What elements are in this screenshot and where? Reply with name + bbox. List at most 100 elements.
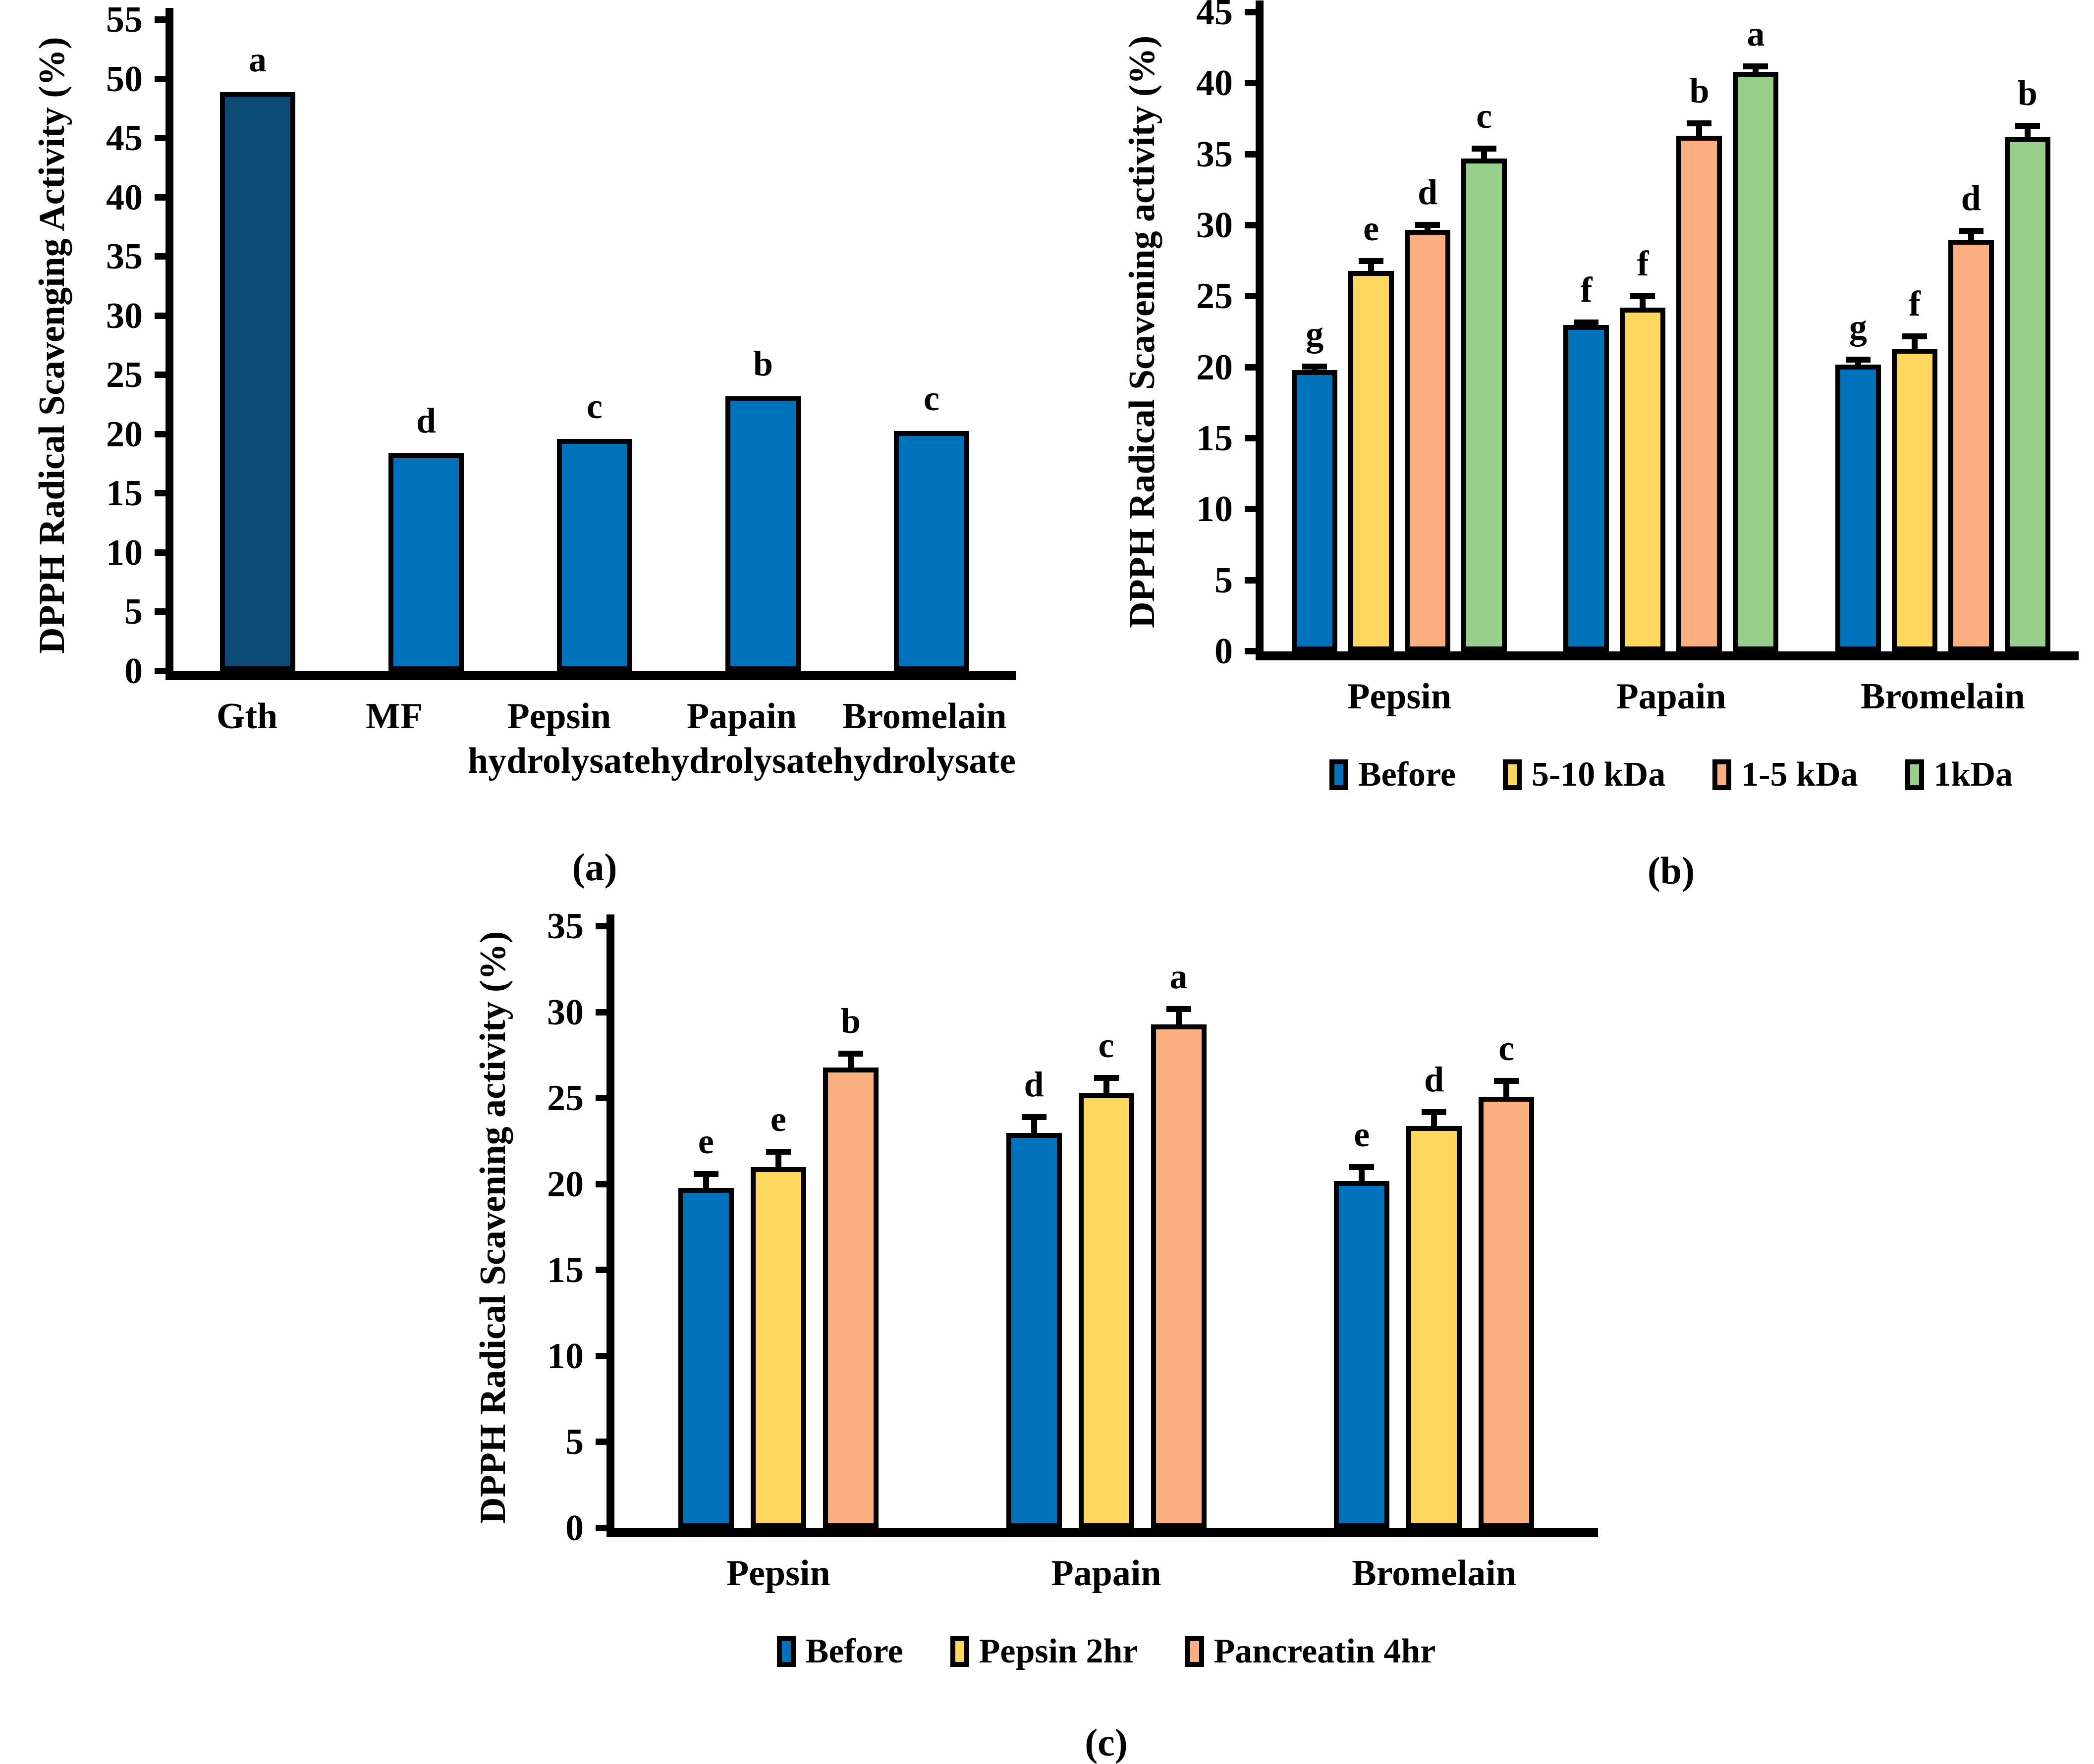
bar — [1292, 370, 1338, 651]
bar-wrap: f — [1620, 12, 1666, 651]
plot-row: DPPH Radical Scavening activity (%) 0 5 10… — [1110, 0, 2079, 670]
legend-swatch — [1329, 759, 1348, 791]
significance-letter: b — [840, 1001, 861, 1041]
y-tick-label: 25 — [106, 355, 143, 396]
legend-label: Pancreatin 4hr — [1213, 1632, 1436, 1671]
category-label: Bromelain hydrolysate — [833, 696, 1016, 782]
error-bar — [1175, 1009, 1182, 1024]
category-label: Gth — [216, 696, 278, 737]
legend-swatch — [1502, 759, 1522, 791]
legend-item: 1kDa — [1905, 757, 2013, 792]
error-bar — [1431, 1112, 1437, 1126]
bar — [1676, 136, 1722, 651]
bar — [1891, 349, 1937, 651]
y-tick-label: 45 — [1196, 0, 1233, 33]
legend-label: 1-5 kDa — [1741, 755, 1858, 794]
plot-row: DPPH Radical Scavenging Activity (%) 0 5 1… — [20, 1, 1016, 690]
y-tick-label: 10 — [1196, 489, 1233, 530]
bar-wrap: e — [1348, 12, 1394, 651]
error-bar-cap — [1094, 1074, 1119, 1081]
panel-caption: (a) — [173, 848, 1016, 887]
y-axis-title: DPPH Radical Scavening activity (%) — [473, 931, 513, 1524]
y-tick-label: 15 — [547, 1250, 584, 1291]
chart-panel-c: DPPH Radical Scavening activity (%) 0 5 10… — [461, 908, 1598, 1762]
bar-wrap: e — [678, 926, 734, 1528]
y-tick-label: 25 — [1196, 276, 1233, 317]
significance-letter: b — [1689, 70, 1709, 110]
significance-letter: a — [1169, 956, 1188, 996]
error-bar-cap — [1349, 1164, 1375, 1170]
y-tick-label: 20 — [1196, 347, 1233, 388]
bar-wrap: e — [1334, 926, 1390, 1528]
panel-caption: (c) — [614, 1723, 1598, 1762]
y-tick-label: 40 — [106, 177, 143, 218]
significance-letter: d — [1424, 1059, 1444, 1099]
bar-wrap: g — [1292, 12, 1338, 651]
y-tick-label: 55 — [106, 0, 143, 40]
legend-label: Before — [805, 1632, 903, 1671]
category-slot: g f d b — [1807, 12, 2079, 651]
y-axis: 0 5 10 15 20 25 30 35 40 45 — [1174, 0, 1264, 670]
y-tick-label: 10 — [547, 1336, 584, 1377]
bar — [725, 396, 801, 671]
error-bar-cap — [1687, 120, 1712, 126]
bar — [1563, 324, 1609, 651]
legend-swatch — [776, 1636, 796, 1667]
x-category-labels: Pepsin Papain Bromelain — [614, 1551, 1598, 1596]
y-axis-line — [165, 8, 173, 680]
bar — [678, 1187, 734, 1528]
legend: Before Pepsin 2hr Pancreatin 4hr — [614, 1634, 1598, 1669]
error-bar-cap — [1743, 63, 1768, 69]
bar-wrap: d — [1006, 926, 1062, 1528]
bar — [894, 430, 969, 671]
x-axis-line — [165, 671, 1016, 680]
panel-caption-text: (b) — [1647, 849, 1695, 893]
error-bar — [1696, 123, 1703, 136]
bar — [1405, 229, 1451, 651]
y-tick-label: 0 — [565, 1508, 584, 1549]
y-tick-label: 20 — [106, 414, 143, 455]
bar-wrap: a — [220, 20, 295, 671]
significance-letter: a — [249, 39, 267, 79]
y-axis: 0 5 10 15 20 25 30 35 — [525, 908, 614, 1547]
error-bar-cap — [1845, 356, 1871, 363]
bar-wrap: d — [388, 20, 464, 671]
significance-letter: g — [1306, 314, 1324, 354]
significance-letter: d — [1961, 178, 1981, 218]
legend-label: Pepsin 2hr — [979, 1632, 1138, 1671]
error-bar-cap — [1958, 228, 1984, 234]
bar — [388, 453, 464, 671]
bar — [750, 1167, 806, 1528]
y-tick-label: 50 — [106, 58, 143, 100]
y-tick-label: 5 — [565, 1422, 584, 1463]
y-tick-label: 30 — [106, 295, 143, 336]
legend-item: Pancreatin 4hr — [1185, 1632, 1436, 1671]
category-label: Bromelain — [1861, 676, 2025, 717]
category-slot: c — [510, 20, 679, 671]
y-tick-label: 35 — [1196, 134, 1233, 175]
bar — [220, 92, 295, 671]
y-axis-line — [1256, 0, 1264, 660]
y-tick-label: 35 — [106, 236, 143, 277]
error-bar — [1031, 1117, 1037, 1133]
significance-letter: e — [770, 1099, 786, 1139]
significance-letter: c — [1498, 1028, 1515, 1069]
error-bar-cap — [693, 1171, 718, 1177]
error-bar-cap — [2015, 123, 2040, 129]
error-bar-cap — [1902, 333, 1927, 339]
legend-swatch — [1712, 759, 1732, 791]
bar — [1006, 1132, 1062, 1528]
significance-letter: a — [1747, 13, 1765, 53]
error-bar-cap — [1472, 146, 1497, 152]
bar-wrap: b — [823, 926, 879, 1528]
bar-wrap: f — [1891, 12, 1937, 651]
legend-item: Pepsin 2hr — [950, 1634, 1138, 1669]
y-axis-line — [606, 914, 614, 1537]
error-bar-cap — [838, 1050, 863, 1057]
y-tick-label: 25 — [547, 1078, 584, 1119]
y-axis-title: DPPH Radical Scavening activity (%) — [1122, 35, 1162, 629]
error-bar-cap — [1415, 221, 1440, 228]
error-bar-cap — [1302, 364, 1327, 370]
